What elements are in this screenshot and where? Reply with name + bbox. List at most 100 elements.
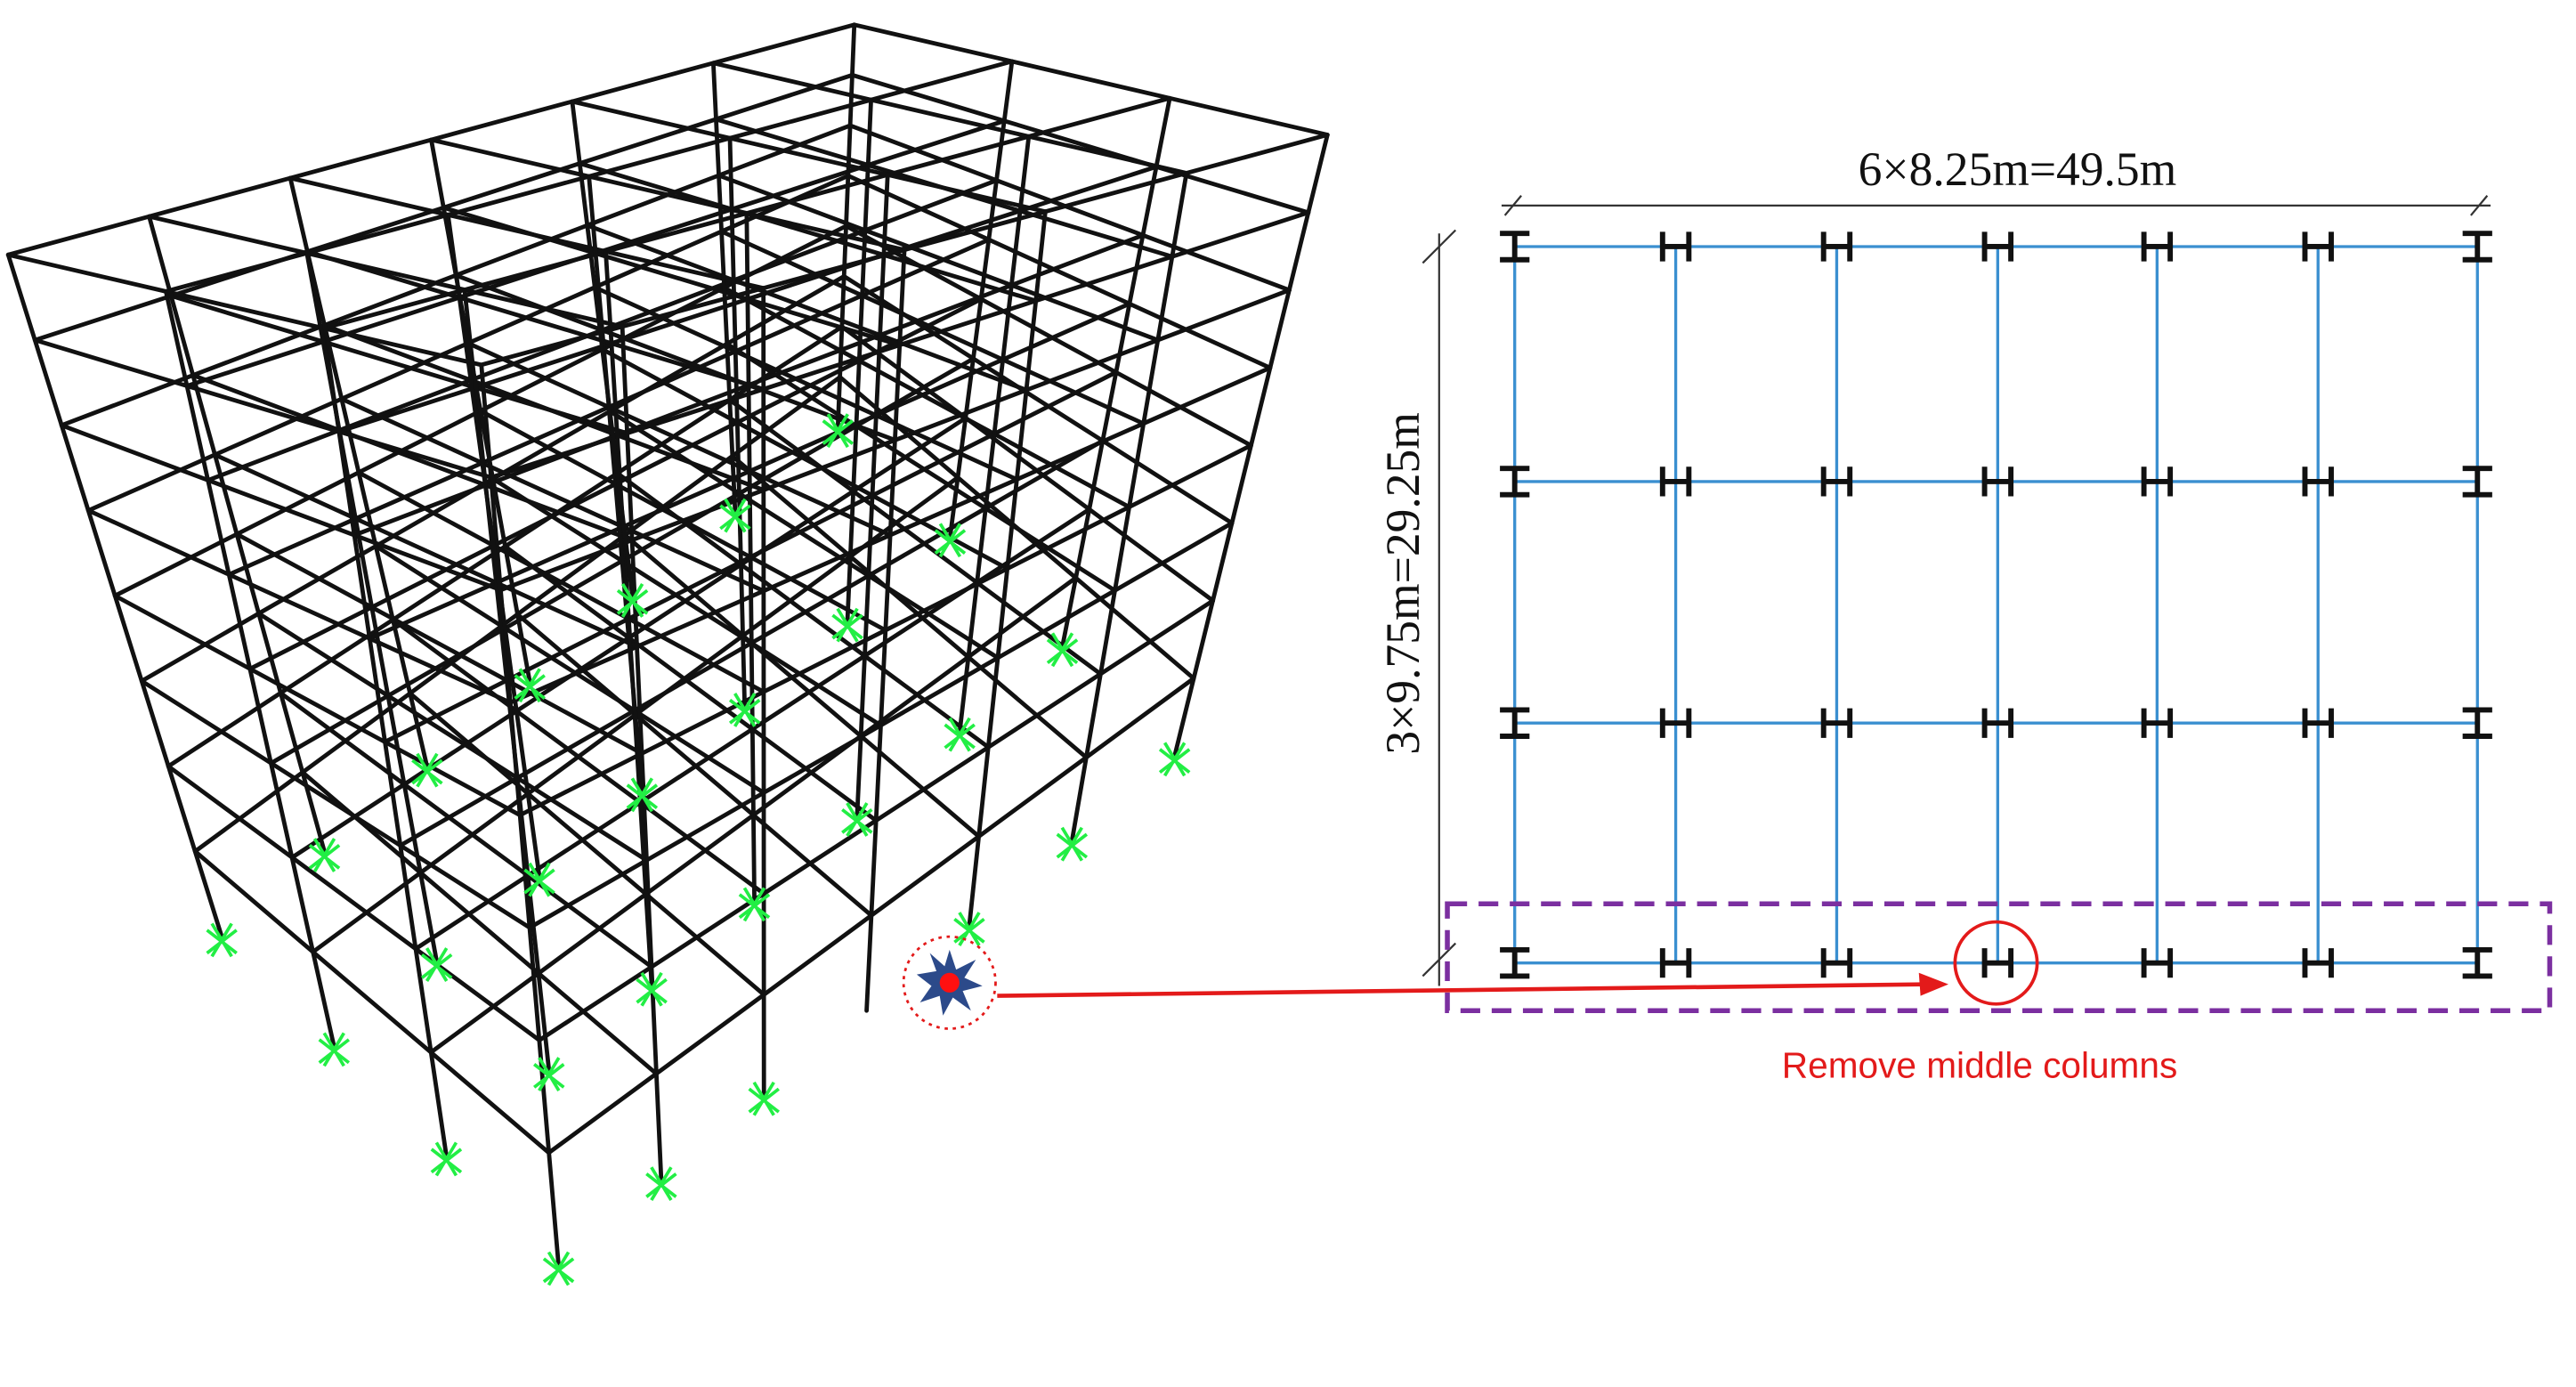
member	[164, 288, 336, 1049]
member	[418, 870, 541, 976]
member	[514, 708, 637, 781]
member	[288, 175, 450, 217]
plan-column	[2302, 231, 2334, 262]
plan-column	[2462, 231, 2492, 263]
member	[852, 22, 1015, 64]
member	[494, 524, 626, 586]
member	[288, 175, 430, 769]
support	[206, 922, 238, 958]
member	[729, 163, 871, 212]
support	[626, 777, 659, 813]
plan-column	[1500, 707, 1530, 739]
support	[636, 971, 668, 1007]
member	[873, 744, 991, 823]
member	[1172, 133, 1330, 758]
member	[1170, 210, 1311, 259]
plan-column	[2462, 707, 2492, 739]
member	[737, 424, 859, 496]
member	[353, 516, 498, 586]
member	[653, 992, 766, 1076]
member	[603, 249, 766, 291]
plan-column	[1981, 231, 2014, 262]
member	[5, 214, 151, 257]
width-dimension: 6×8.25m=49.5m	[1859, 142, 2177, 196]
member	[879, 655, 1000, 728]
member	[992, 431, 1131, 509]
member	[256, 611, 391, 698]
member	[491, 543, 631, 621]
member	[632, 640, 754, 713]
member	[1113, 521, 1235, 593]
member	[462, 288, 552, 1074]
member	[184, 384, 342, 434]
member	[1005, 505, 1131, 572]
member	[413, 873, 531, 952]
member	[963, 416, 1092, 512]
member	[749, 640, 883, 728]
member	[166, 691, 283, 769]
member	[206, 427, 342, 483]
plan-column	[1820, 466, 1853, 497]
member	[247, 666, 387, 744]
member	[536, 891, 649, 976]
member	[147, 214, 327, 855]
member	[1017, 164, 1159, 214]
support	[645, 1166, 677, 1202]
member	[429, 137, 532, 685]
support	[1046, 632, 1079, 668]
member	[213, 396, 344, 458]
member	[1098, 598, 1216, 677]
member	[622, 453, 735, 538]
member	[304, 250, 439, 964]
member	[321, 326, 484, 368]
member	[429, 137, 592, 179]
member	[957, 134, 1032, 734]
member	[761, 286, 766, 1099]
plan-column	[1500, 231, 1530, 263]
plan-column	[2141, 948, 2174, 978]
member	[744, 211, 757, 904]
member	[466, 285, 597, 345]
member	[1083, 676, 1196, 760]
member	[247, 604, 375, 671]
member	[112, 531, 239, 598]
member	[577, 117, 718, 166]
member	[1155, 288, 1292, 343]
support	[533, 1057, 565, 1091]
member	[1009, 59, 1172, 101]
member	[147, 214, 310, 256]
member	[234, 470, 361, 537]
member	[713, 117, 871, 167]
member	[741, 554, 853, 638]
member	[966, 654, 1089, 760]
member	[1026, 134, 1189, 175]
member	[289, 855, 418, 952]
member	[637, 726, 755, 805]
member	[620, 324, 664, 1183]
member	[744, 172, 890, 215]
member	[321, 288, 467, 331]
member	[429, 99, 575, 142]
member	[1184, 133, 1330, 175]
member	[975, 580, 1103, 677]
member	[748, 555, 888, 633]
member	[1140, 232, 1292, 293]
plan-column	[1500, 466, 1530, 498]
member	[547, 1071, 659, 1156]
support	[542, 1251, 575, 1286]
member	[139, 678, 273, 766]
member	[727, 135, 748, 710]
member	[967, 209, 1048, 929]
height-dimension: 3×9.75m=29.25m	[1376, 412, 1430, 754]
member	[585, 223, 736, 283]
member	[369, 543, 497, 610]
support	[748, 1081, 780, 1116]
member	[398, 775, 520, 848]
member	[1026, 95, 1172, 139]
member	[300, 691, 413, 775]
member	[710, 22, 857, 66]
member	[336, 429, 494, 480]
member	[462, 249, 608, 292]
annotation: Remove middle columns	[1782, 1045, 2177, 1086]
member	[622, 532, 746, 638]
